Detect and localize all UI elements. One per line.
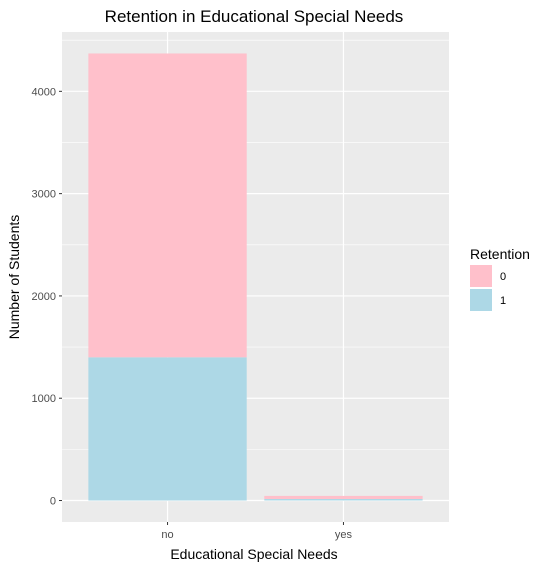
x-axis-title: Educational Special Needs (170, 546, 337, 562)
legend: Retention 0 1 (470, 246, 530, 311)
bar-yes-retention-1 (264, 498, 423, 501)
y-axis: 0 1000 2000 3000 4000 (32, 86, 62, 508)
bar-no-retention-1 (88, 357, 247, 501)
y-tick-label: 0 (50, 496, 56, 508)
legend-key-0 (470, 265, 492, 287)
legend-title: Retention (470, 246, 530, 262)
legend-label-0: 0 (500, 271, 506, 283)
bar-no-retention-0 (88, 53, 247, 358)
x-tick-label: yes (335, 529, 353, 541)
legend-label-1: 1 (500, 295, 506, 307)
y-tick-label: 3000 (32, 189, 56, 201)
bar-yes-retention-0 (264, 495, 423, 499)
x-tick-label: no (161, 529, 173, 541)
x-axis: no yes (161, 522, 353, 541)
y-tick-label: 4000 (32, 86, 56, 98)
y-tick-label: 2000 (32, 291, 56, 303)
y-tick-label: 1000 (32, 393, 56, 405)
chart-title: Retention in Educational Special Needs (105, 7, 404, 26)
legend-key-1 (470, 289, 492, 311)
bars (88, 53, 423, 501)
y-axis-title: Number of Students (6, 215, 22, 340)
